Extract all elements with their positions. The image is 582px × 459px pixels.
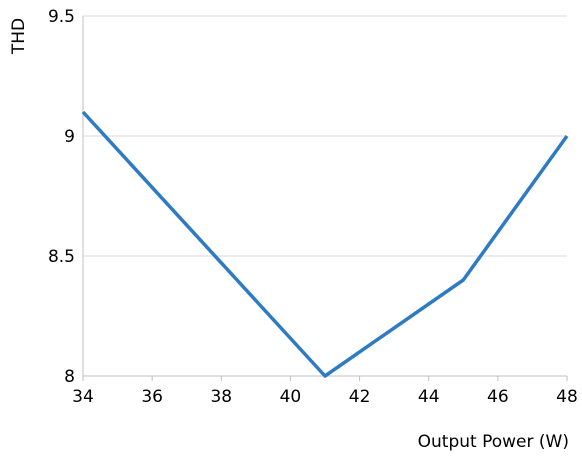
series-line-0 <box>81 110 569 378</box>
y-axis-title: THD <box>9 18 29 55</box>
axes <box>82 16 568 381</box>
x-tick-label: 44 <box>418 387 440 407</box>
x-tick-label: 42 <box>349 387 371 407</box>
x-tick-label: 48 <box>556 387 578 407</box>
gridlines <box>83 15 567 257</box>
y-tick-labels: 8 8.5 9 9.5 <box>48 7 75 387</box>
x-tick-label: 38 <box>210 387 232 407</box>
x-tick-label: 46 <box>487 387 509 407</box>
y-tick-label: 9.5 <box>48 7 75 27</box>
x-tick-labels: 34 36 38 40 42 44 46 48 <box>72 387 578 407</box>
x-tick-label: 34 <box>72 387 94 407</box>
x-axis-title: Output Power (W) <box>418 432 569 452</box>
x-tick-label: 36 <box>141 387 163 407</box>
y-tick-label: 8.5 <box>48 247 75 267</box>
x-tick-label: 40 <box>280 387 302 407</box>
y-tick-label: 8 <box>64 367 75 387</box>
series-layer <box>81 110 569 378</box>
y-tick-label: 9 <box>64 127 75 147</box>
